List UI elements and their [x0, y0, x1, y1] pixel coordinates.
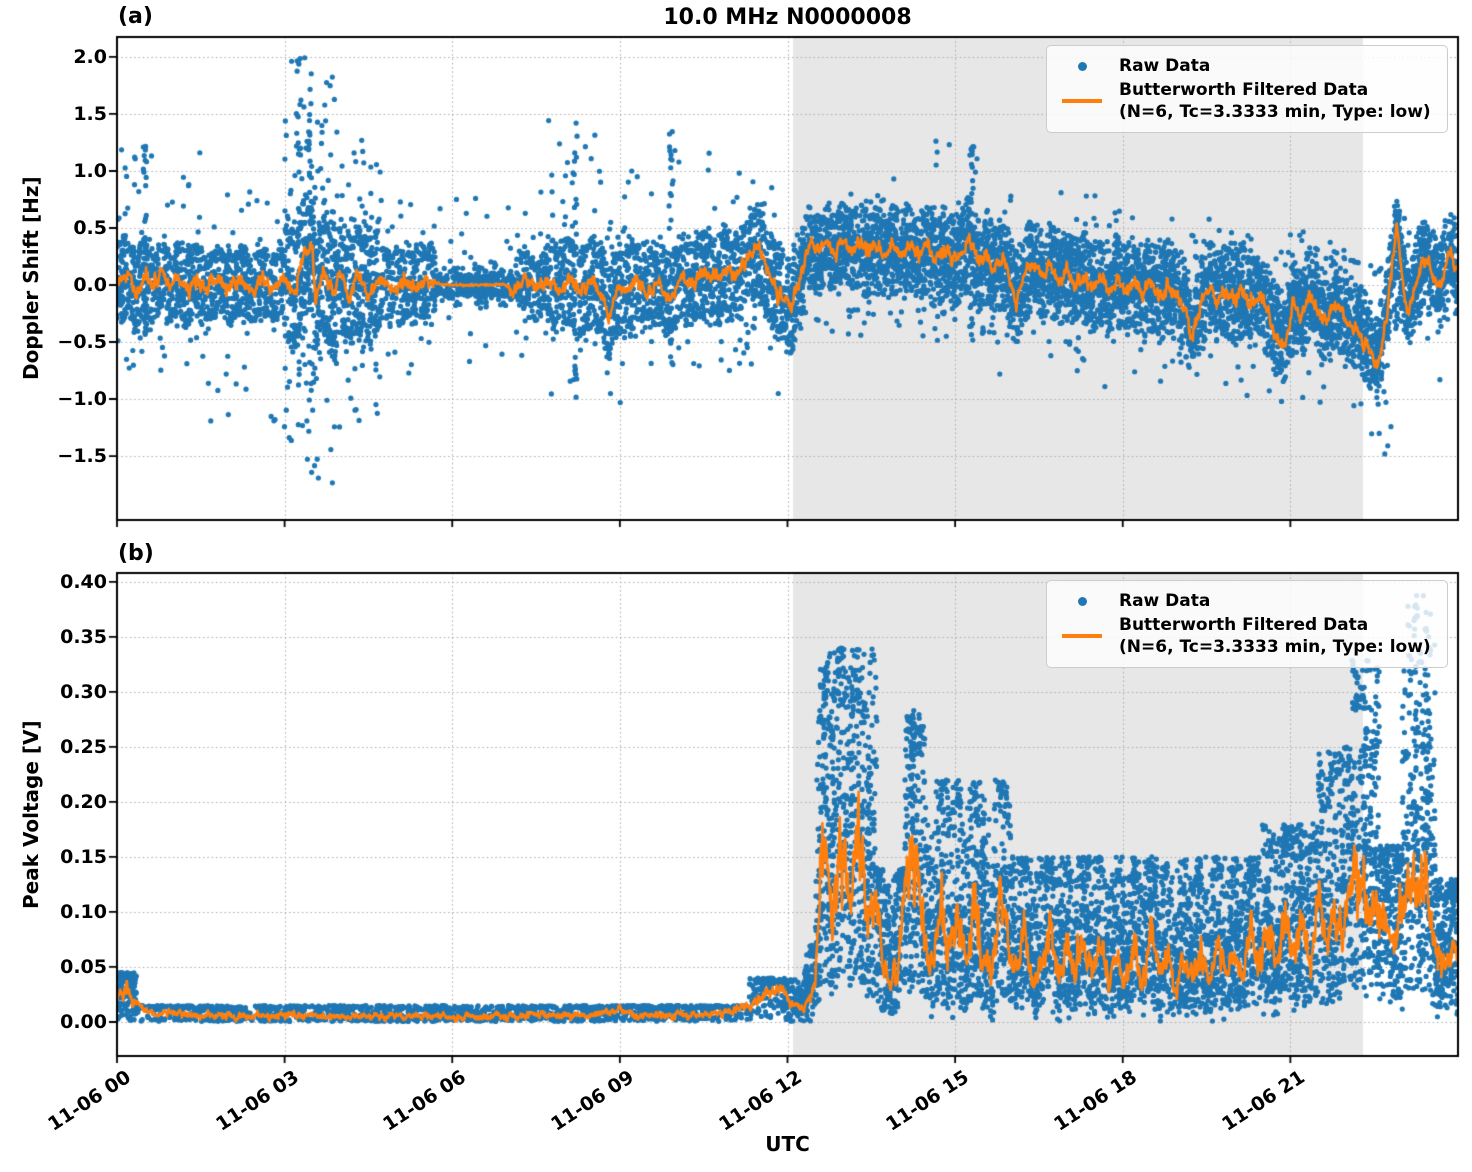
legend-filtered-line1: Butterworth Filtered Data — [1119, 80, 1369, 100]
legend-filtered-label: Butterworth Filtered Data (N=6, Tc=3.333… — [1119, 79, 1431, 123]
legend-raw-label: Raw Data — [1119, 591, 1211, 611]
panel-a-y-tick-label: −1.0 — [57, 388, 107, 411]
raw-data-marker-area — [1059, 61, 1105, 71]
panel-a-y-tick-label: 1.5 — [73, 102, 107, 125]
filtered-line-marker-area — [1059, 634, 1105, 638]
filtered-line-icon — [1062, 99, 1102, 103]
panel-a-y-tick-label: −0.5 — [57, 331, 107, 353]
panel-a-y-tick-label: 0.5 — [73, 216, 107, 239]
panel-a-y-tick-label: 0.0 — [73, 273, 107, 296]
filtered-line-icon — [1062, 634, 1102, 638]
raw-data-dot-icon — [1077, 61, 1087, 71]
legend-filtered-line2: (N=6, Tc=3.3333 min, Type: low) — [1119, 102, 1431, 122]
filtered-line-marker-area — [1059, 99, 1105, 103]
panel-b-legend: Raw Data Butterworth Filtered Data (N=6,… — [1046, 580, 1448, 668]
panel-a-y-tick-label: 1.0 — [73, 159, 107, 182]
panel-b-y-tick-label: 0.40 — [60, 570, 107, 593]
raw-data-marker-area — [1059, 596, 1105, 606]
panel-a-y-tick-label: −1.5 — [57, 445, 107, 468]
panel-b-label: (b) — [118, 541, 154, 566]
legend-raw-label: Raw Data — [1119, 56, 1211, 76]
legend-filtered-label: Butterworth Filtered Data (N=6, Tc=3.333… — [1119, 614, 1431, 658]
panel-b-y-tick-label: 0.05 — [60, 955, 107, 978]
panel-a-label: (a) — [118, 4, 153, 29]
legend-raw-row: Raw Data — [1059, 55, 1435, 77]
panel-b-y-tick-label: 0.30 — [60, 680, 107, 703]
legend-filtered-line1: Butterworth Filtered Data — [1119, 615, 1369, 635]
legend-filtered-line2: (N=6, Tc=3.3333 min, Type: low) — [1119, 637, 1431, 657]
panel-b-y-tick-label: 0.25 — [60, 735, 107, 758]
panel-b-y-tick-label: 0.15 — [60, 845, 107, 868]
panel-b-y-tick-label: 0.00 — [60, 1010, 107, 1033]
legend-raw-row: Raw Data — [1059, 590, 1435, 612]
raw-data-dot-icon — [1077, 596, 1087, 606]
legend-filtered-row: Butterworth Filtered Data (N=6, Tc=3.333… — [1059, 79, 1435, 123]
panel-b-y-tick-label: 0.20 — [60, 790, 107, 813]
chart-title: 10.0 MHz N0000008 — [663, 5, 912, 30]
panel-a-y-tick-label: 2.0 — [73, 45, 107, 68]
panel-b-y-tick-label: 0.10 — [60, 900, 107, 923]
legend-filtered-row: Butterworth Filtered Data (N=6, Tc=3.333… — [1059, 614, 1435, 658]
panel-a-legend: Raw Data Butterworth Filtered Data (N=6,… — [1046, 45, 1448, 133]
x-axis-label: UTC — [765, 1132, 810, 1156]
panel-b-y-tick-label: 0.35 — [60, 625, 107, 648]
